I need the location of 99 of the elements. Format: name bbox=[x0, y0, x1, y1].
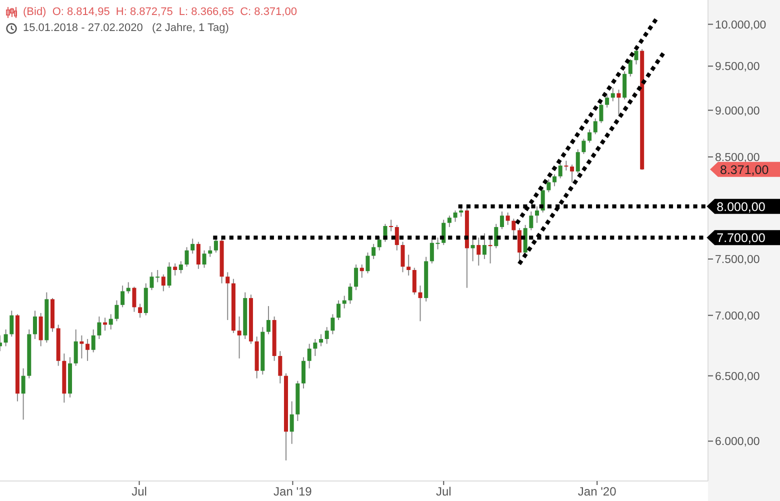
candlestick bbox=[167, 262, 172, 288]
candlestick bbox=[307, 343, 312, 369]
candlestick bbox=[173, 262, 178, 276]
candlestick bbox=[290, 400, 294, 444]
candlestick bbox=[570, 164, 574, 183]
y-tick-label: 7.000,00 bbox=[715, 310, 760, 322]
candlestick bbox=[150, 272, 154, 291]
candlestick bbox=[330, 314, 335, 335]
candlestick bbox=[622, 70, 627, 100]
candlestick bbox=[377, 236, 382, 251]
candlestick bbox=[447, 215, 452, 228]
candlestick bbox=[500, 210, 504, 230]
candlestick bbox=[400, 241, 405, 273]
candlestick bbox=[202, 250, 206, 268]
candlestick bbox=[576, 148, 580, 174]
candlestick bbox=[616, 89, 621, 116]
x-tick-label: Jan '20 bbox=[578, 484, 617, 499]
candlestick bbox=[278, 350, 282, 384]
candlestick bbox=[605, 94, 610, 108]
candlestick bbox=[190, 238, 195, 254]
candlestick bbox=[38, 312, 43, 347]
candlestick bbox=[80, 334, 84, 359]
y-tick-label: 10.000,00 bbox=[715, 19, 766, 32]
y-tick-label: 7.500,00 bbox=[715, 254, 760, 266]
candlestick bbox=[546, 178, 551, 193]
candlestick bbox=[237, 316, 242, 359]
candlestick bbox=[599, 102, 604, 124]
candlestick bbox=[10, 310, 14, 338]
candlestick bbox=[266, 306, 270, 335]
text: 15.01.2018 - 27.02.2020 (2 Jahre, 1 Tag) bbox=[23, 21, 229, 36]
annotation: 8.000,00 bbox=[716, 200, 766, 214]
annotation: 7.700,00 bbox=[716, 231, 766, 246]
y-tick-label: 8.500,00 bbox=[715, 152, 760, 164]
candlestick bbox=[529, 210, 534, 231]
candlestick bbox=[588, 129, 592, 144]
candlestick bbox=[366, 252, 370, 274]
y-tick-label: 6.000,00 bbox=[715, 436, 760, 448]
candlestick bbox=[582, 138, 586, 155]
candlestick bbox=[86, 338, 90, 362]
candlestick bbox=[97, 316, 102, 340]
candlestick bbox=[354, 264, 358, 291]
candlestick bbox=[138, 303, 142, 318]
candlestick bbox=[342, 295, 346, 309]
candlestick bbox=[313, 338, 318, 356]
candlestick bbox=[32, 310, 37, 340]
x-tick-label: Jul bbox=[132, 484, 147, 499]
candlestick bbox=[512, 218, 516, 238]
candlestick bbox=[161, 274, 166, 292]
candlestick bbox=[21, 368, 26, 420]
text: 8.371,00 bbox=[720, 162, 769, 177]
candlestick bbox=[208, 246, 212, 258]
candlestick bbox=[360, 264, 364, 278]
candlestick bbox=[488, 237, 492, 264]
candlestick bbox=[91, 328, 96, 353]
candlestick bbox=[348, 282, 352, 304]
candlestick bbox=[178, 260, 183, 274]
y-tick-label: 9.500,00 bbox=[715, 61, 760, 74]
candlestick bbox=[482, 232, 486, 260]
candlestick bbox=[336, 300, 341, 321]
candlestick bbox=[114, 300, 119, 322]
candlestick bbox=[389, 219, 394, 232]
candlestick bbox=[74, 328, 78, 366]
candlestick bbox=[558, 162, 562, 179]
candlestick bbox=[196, 241, 200, 270]
candlestick bbox=[634, 46, 638, 65]
candlestick bbox=[476, 237, 481, 266]
candlestick bbox=[453, 210, 458, 222]
x-tick-label: Jan '19 bbox=[274, 484, 312, 499]
candlestick bbox=[517, 228, 522, 262]
candlestick bbox=[610, 87, 615, 102]
candlestick bbox=[494, 223, 498, 249]
candlestick bbox=[406, 254, 411, 276]
candlestick bbox=[372, 243, 376, 260]
candlestick bbox=[430, 237, 434, 264]
candlestick bbox=[184, 246, 189, 268]
candlestick bbox=[156, 270, 160, 283]
y-tick-label: 6.500,00 bbox=[715, 370, 760, 383]
candlestick bbox=[535, 206, 540, 224]
candlestick bbox=[108, 314, 113, 330]
candlestick bbox=[418, 285, 422, 322]
candlestick bbox=[394, 224, 399, 251]
candlestick bbox=[564, 160, 568, 171]
candlestick bbox=[324, 326, 329, 344]
candlestick bbox=[506, 212, 510, 226]
candlestick bbox=[132, 286, 136, 312]
candlestick bbox=[4, 328, 8, 347]
candlestick bbox=[302, 356, 306, 389]
text: (Bid) O: 8.814,95 H: 8.872,75 L: 8.366,65 C: 8.371,00 bbox=[23, 5, 297, 20]
candlestick bbox=[319, 334, 324, 347]
x-tick-label: Jul bbox=[436, 484, 452, 499]
candlestick bbox=[214, 237, 218, 254]
candlestick bbox=[120, 285, 125, 308]
candlestick bbox=[593, 118, 598, 135]
candlestick bbox=[628, 58, 632, 78]
candlestick bbox=[436, 237, 440, 250]
candlestick bbox=[412, 267, 416, 296]
candlestick bbox=[552, 174, 557, 187]
y-tick-label: 9.000,00 bbox=[715, 105, 760, 118]
candlestick bbox=[226, 272, 230, 321]
